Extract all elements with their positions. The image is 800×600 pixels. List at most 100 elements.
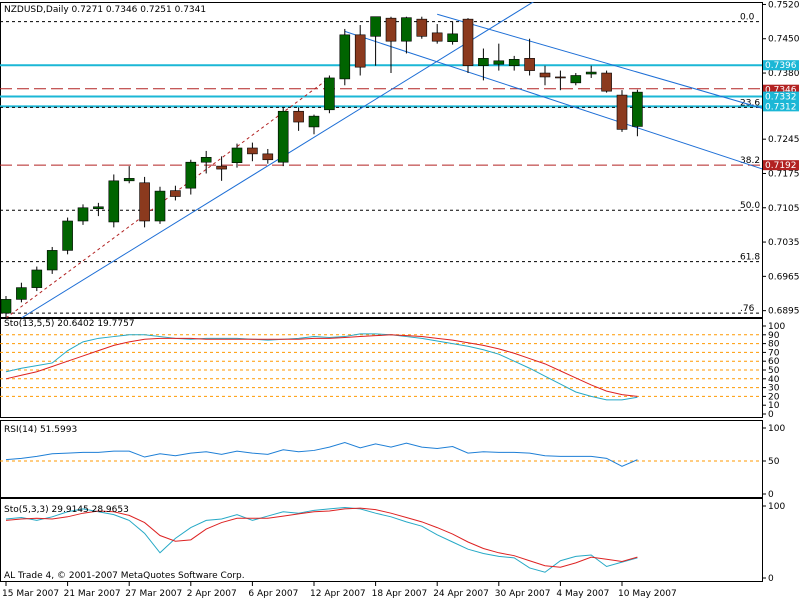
- candle-body[interactable]: [216, 165, 227, 170]
- stoch13-title: Sto(13,5,5) 20.6402 19.7757: [4, 319, 135, 329]
- rsi-title: RSI(14) 51.5993: [4, 425, 77, 435]
- rsi-tick-label: 0: [768, 490, 774, 500]
- main-price-pane[interactable]: [0, 0, 776, 318]
- candle-body[interactable]: [370, 16, 381, 37]
- candle-body[interactable]: [247, 147, 258, 155]
- fib-level-label: 23.6: [740, 98, 760, 108]
- date-tick-label: 10 May 2007: [618, 589, 677, 599]
- price-label-text: 0.7396: [765, 61, 797, 71]
- candle-body[interactable]: [339, 34, 351, 80]
- stoch13-tick-label: 10: [768, 401, 780, 411]
- stoch5-tick-label: 0: [768, 574, 774, 584]
- candle-body[interactable]: [616, 94, 628, 130]
- candle-body[interactable]: [431, 32, 443, 42]
- stoch13-tick-label: 0: [768, 410, 774, 420]
- candle-body[interactable]: [555, 76, 566, 79]
- price-tick-label: 0.7035: [768, 238, 800, 248]
- price-tick-label: 0.7380: [768, 69, 800, 79]
- candle-body[interactable]: [478, 58, 489, 66]
- candle-body[interactable]: [185, 161, 197, 189]
- candle-body[interactable]: [354, 34, 366, 68]
- candle-body[interactable]: [46, 250, 58, 271]
- price-tick-label: 0.7175: [768, 169, 800, 179]
- candle-body[interactable]: [31, 269, 43, 288]
- fib-level-label: 50.0: [740, 201, 760, 211]
- candle-body[interactable]: [585, 71, 597, 75]
- stoch13-series-0[interactable]: [5, 333, 638, 401]
- candle-body[interactable]: [77, 207, 89, 222]
- pane-border-main: [0, 2, 763, 318]
- stoch13-tick-label: 30: [768, 384, 780, 394]
- trend-line[interactable]: [437, 13, 776, 112]
- price-label-box: [763, 84, 799, 95]
- pane-border-s13: [0, 318, 763, 418]
- trend-line[interactable]: [5, 77, 330, 318]
- stochastic-5-pane[interactable]: [5, 506, 638, 573]
- candle-body[interactable]: [385, 17, 397, 42]
- candle-body[interactable]: [447, 33, 458, 42]
- date-tick-label: 27 Mar 2007: [125, 589, 182, 599]
- candle-body[interactable]: [123, 178, 135, 182]
- rsi-series-0[interactable]: [5, 441, 638, 467]
- trend-line[interactable]: [344, 30, 776, 173]
- candle-body[interactable]: [170, 190, 181, 197]
- candle-body[interactable]: [570, 75, 582, 84]
- pane-border-rsi: [0, 420, 763, 498]
- candle-body[interactable]: [308, 115, 320, 128]
- price-label-text: 0.7346: [765, 86, 797, 96]
- candle-body[interactable]: [154, 190, 166, 222]
- price-tick-label: 0.6965: [768, 272, 800, 282]
- price-label-text: 0.7332: [765, 93, 797, 103]
- stoch5-series-0[interactable]: [5, 506, 638, 573]
- panes-frame: [0, 2, 763, 582]
- candle-body[interactable]: [262, 153, 274, 161]
- candle-body[interactable]: [277, 110, 289, 163]
- date-tick-label: 21 Mar 2007: [64, 589, 121, 599]
- candle-body[interactable]: [293, 110, 304, 123]
- candle-body[interactable]: [0, 299, 12, 314]
- date-tick-label: 6 Apr 2007: [248, 589, 298, 599]
- candle-body[interactable]: [416, 18, 428, 37]
- stochastic-13-pane[interactable]: [0, 333, 762, 401]
- candle-body[interactable]: [231, 147, 243, 163]
- fib-level-label: 38.2: [740, 156, 760, 166]
- candle-body[interactable]: [324, 77, 335, 111]
- candle-body[interactable]: [108, 180, 120, 223]
- candle-body[interactable]: [93, 206, 104, 210]
- stoch5-series-1[interactable]: [5, 507, 638, 568]
- candle-body[interactable]: [508, 59, 520, 66]
- candle-body[interactable]: [462, 18, 474, 66]
- price-label-box: [763, 160, 799, 171]
- price-tick-label: 0.7245: [768, 135, 800, 145]
- date-tick-label: 30 Apr 2007: [495, 589, 551, 599]
- candle-body[interactable]: [524, 58, 535, 71]
- candle-body[interactable]: [493, 60, 505, 65]
- candle-body[interactable]: [139, 182, 150, 222]
- date-tick-label: 18 Apr 2007: [372, 589, 428, 599]
- price-label-text: 0.7192: [765, 161, 797, 171]
- candle-body[interactable]: [601, 72, 612, 92]
- stoch13-tick-label: 60: [768, 357, 780, 367]
- price-tick-label: 0.7105: [768, 204, 800, 214]
- stoch13-series-1[interactable]: [5, 334, 638, 397]
- rsi-pane[interactable]: [0, 441, 762, 467]
- candle-body[interactable]: [632, 91, 643, 127]
- candle-body[interactable]: [401, 17, 412, 42]
- stoch5-title: Sto(5,3,3) 29.9145 28.9653: [4, 505, 129, 515]
- date-tick-label: 24 Apr 2007: [433, 589, 489, 599]
- candle-body[interactable]: [62, 220, 73, 251]
- candle-body[interactable]: [16, 287, 27, 300]
- candle-body[interactable]: [200, 157, 212, 163]
- candles: [0, 16, 643, 318]
- candle-body[interactable]: [539, 72, 551, 78]
- price-label-box: [763, 60, 799, 71]
- price-tick-label: 0.6895: [768, 307, 800, 317]
- date-tick-label: 15 Mar 2007: [2, 589, 59, 599]
- price-label-box: [763, 101, 799, 112]
- stoch5-tick-label: 100: [768, 502, 785, 512]
- grid-layer: 0.0 23.6 38.2 50.0 61.8 .76: [0, 13, 762, 314]
- stoch13-tick-label: 100: [768, 322, 785, 332]
